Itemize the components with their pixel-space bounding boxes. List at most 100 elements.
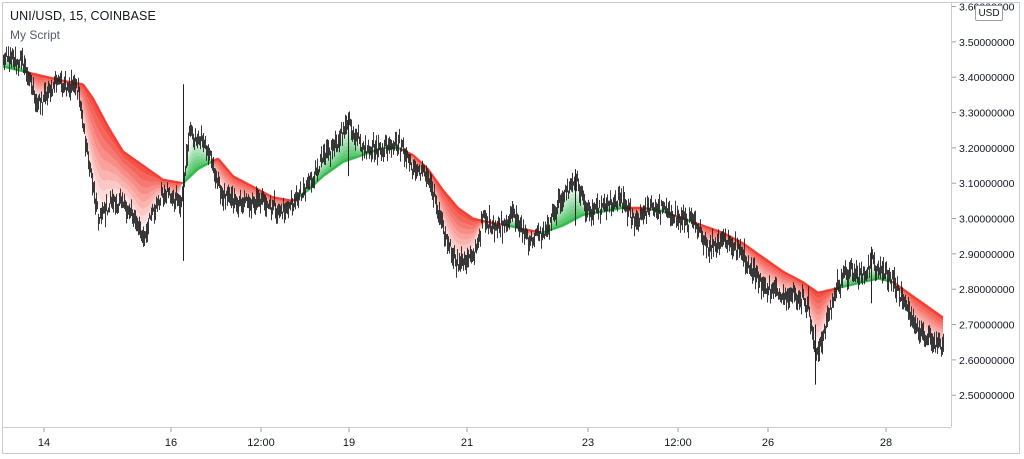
ma-segment xyxy=(934,311,935,312)
ma-segment xyxy=(197,169,198,170)
ma-segment xyxy=(266,194,267,195)
ma-segment xyxy=(911,295,912,296)
ma-segment xyxy=(446,194,447,195)
ma-segment xyxy=(449,197,450,198)
ma-segment xyxy=(795,278,796,279)
ma-segment xyxy=(107,125,108,127)
ma-segment xyxy=(573,220,574,221)
ma-segment xyxy=(925,305,926,306)
ma-segment xyxy=(915,298,916,299)
ma-segment xyxy=(785,273,786,274)
ma-segment xyxy=(438,183,439,184)
ma-segment xyxy=(134,159,135,160)
ma-segment xyxy=(754,251,755,252)
ma-segment xyxy=(577,218,578,219)
ma-segment xyxy=(756,253,757,254)
ma-segment xyxy=(439,185,440,186)
ma-segment xyxy=(215,160,216,161)
ma-segment xyxy=(761,256,762,257)
chart-pane[interactable] xyxy=(3,3,951,427)
ma-segment xyxy=(135,160,136,161)
symbol-title[interactable]: UNI/USD, 15, COINBASE xyxy=(10,8,156,24)
ma-segment xyxy=(114,137,115,139)
ma-segment xyxy=(192,174,193,175)
ma-segment xyxy=(580,216,581,217)
ma-segment xyxy=(254,187,255,188)
ma-segment xyxy=(209,163,210,164)
ma-segment xyxy=(780,269,781,270)
ma-segment xyxy=(246,183,247,184)
time-tick-label: 28 xyxy=(880,437,892,449)
ma-segment xyxy=(204,165,205,166)
time-tick-label: 14 xyxy=(38,437,50,449)
price-tick-label: 3.40000000 xyxy=(959,72,1015,84)
ma-segment xyxy=(138,162,139,163)
ma-segment xyxy=(306,191,307,192)
ma-segment xyxy=(921,302,922,303)
ma-segment xyxy=(576,218,577,219)
ma-segment xyxy=(272,197,273,198)
ma-segment xyxy=(791,276,792,277)
price-tick-label: 3.50000000 xyxy=(959,37,1015,49)
ma-segment xyxy=(230,173,231,174)
ma-segment xyxy=(460,209,461,210)
ma-segment xyxy=(123,151,124,152)
ma-segment xyxy=(222,163,223,164)
ma-segment xyxy=(241,180,242,181)
time-tick-label: 12:00 xyxy=(247,437,275,449)
ma-segment xyxy=(234,177,235,178)
ma-segment xyxy=(250,185,251,186)
chart-header: UNI/USD, 15, COINBASE My Script xyxy=(10,8,156,43)
ma-segment xyxy=(226,168,227,169)
ma-segment xyxy=(140,163,141,164)
ma-segment xyxy=(896,284,897,285)
ma-segment xyxy=(409,153,410,154)
ma-segment xyxy=(469,216,470,217)
ma-segment xyxy=(255,188,256,189)
ma-segment xyxy=(119,145,120,147)
ma-segment xyxy=(247,184,248,185)
ma-segment xyxy=(196,170,197,171)
ma-segment xyxy=(444,191,445,192)
ma-segment xyxy=(570,221,571,222)
ma-segment xyxy=(450,199,451,200)
ma-segment xyxy=(130,156,131,157)
ma-segment xyxy=(922,303,923,304)
ma-segment xyxy=(100,112,101,114)
ma-segment xyxy=(97,106,98,108)
ma-segment xyxy=(152,172,153,173)
ma-segment xyxy=(796,278,797,279)
indicator-name[interactable]: My Script xyxy=(10,27,156,43)
ma-segment xyxy=(124,152,125,153)
ma-segment xyxy=(218,159,219,160)
time-tick-label: 12:00 xyxy=(664,437,692,449)
ma-segment xyxy=(793,277,794,278)
ma-segment xyxy=(447,195,448,196)
price-tick-label: 3.20000000 xyxy=(959,143,1015,155)
ma-segment xyxy=(125,153,126,154)
ma-segment xyxy=(145,167,146,168)
ma-segment xyxy=(421,163,422,164)
ma-segment xyxy=(86,89,87,90)
ma-segment xyxy=(260,190,261,191)
ma-segment xyxy=(435,179,436,180)
ma-segment xyxy=(746,245,747,246)
ma-segment xyxy=(930,308,931,309)
ma-segment xyxy=(269,195,270,196)
price-chart[interactable] xyxy=(3,3,951,427)
ma-segment xyxy=(233,176,234,177)
ma-segment xyxy=(436,180,437,181)
ma-segment xyxy=(798,280,799,281)
currency-badge[interactable]: USD xyxy=(975,5,1003,21)
price-axis[interactable]: 3.600000003.500000003.400000003.30000000… xyxy=(951,3,1020,427)
ma-segment xyxy=(916,298,917,299)
ma-segment xyxy=(93,98,94,100)
ma-segment xyxy=(239,179,240,180)
ma-segment xyxy=(329,171,330,172)
ma-segment xyxy=(457,207,458,208)
ma-segment xyxy=(788,274,789,275)
ma-segment xyxy=(904,290,905,291)
ma-segment xyxy=(326,173,327,174)
ma-segment xyxy=(910,294,911,295)
